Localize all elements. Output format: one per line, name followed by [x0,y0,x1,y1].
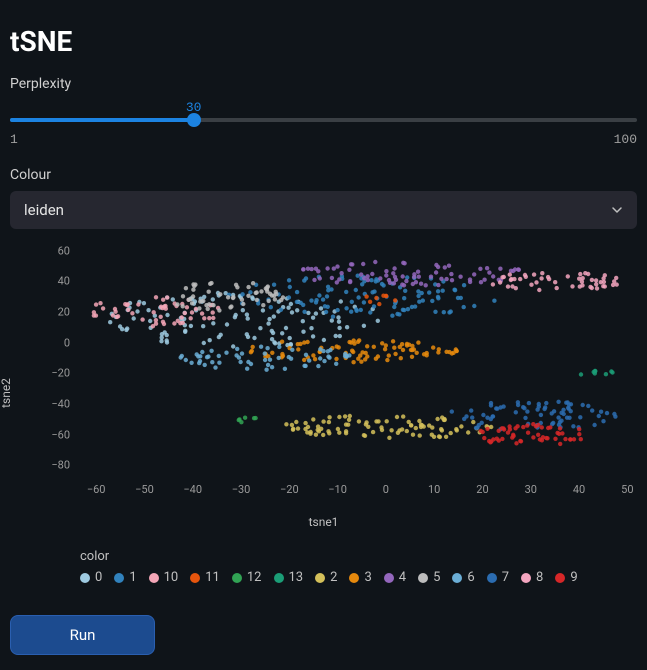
legend-swatch [487,573,497,583]
chevron-down-icon [611,204,623,216]
x-tick: −30 [232,483,251,496]
legend-label: 10 [164,570,179,585]
legend-item[interactable]: 1 [114,570,136,585]
legend-swatch [274,573,284,583]
x-tick: 20 [476,483,488,496]
legend-label: 1 [129,570,136,585]
x-tick: 40 [573,483,585,496]
slider-min: 1 [10,132,18,147]
y-axis-label: tsne2 [0,378,13,408]
legend-item[interactable]: 10 [149,570,179,585]
legend-label: 4 [399,570,406,585]
legend-label: 13 [289,570,304,585]
legend-title: color [80,549,637,564]
legend-swatch [114,573,124,583]
legend-item[interactable]: 8 [521,570,543,585]
legend-swatch [80,573,90,583]
legend-swatch [232,573,242,583]
legend-item[interactable]: 13 [274,570,304,585]
x-tick: −40 [183,483,202,496]
x-tick: 10 [428,483,440,496]
legend-item[interactable]: 7 [487,570,509,585]
legend-swatch [149,573,159,583]
legend-label: 3 [364,570,371,585]
legend-item[interactable]: 4 [384,570,406,585]
page-title: tSNE [10,25,637,58]
legend-label: 2 [330,570,337,585]
slider-track[interactable] [10,118,637,122]
legend-swatch [315,573,325,583]
legend-swatch [190,573,200,583]
legend-label: 9 [570,570,577,585]
x-tick: 30 [525,483,537,496]
legend-swatch [384,573,394,583]
colour-select[interactable]: leiden [10,191,637,229]
legend-item[interactable]: 9 [555,570,577,585]
x-tick: 50 [621,483,633,496]
legend-item[interactable]: 6 [452,570,474,585]
x-tick: −10 [328,483,347,496]
legend-label: 0 [95,570,102,585]
y-tick: 0 [64,336,70,349]
run-button[interactable]: Run [10,615,155,655]
tsne-scatter-chart: tsne2 6040200−20−40−60−80 −60−50−40−30−2… [10,243,637,543]
y-axis-ticks: 60 40 20 0 −20 −40 −60 −80 [32,243,70,473]
x-tick: −20 [280,483,299,496]
y-tick: −40 [51,398,70,411]
y-tick: −80 [51,459,70,472]
slider-max: 100 [614,132,637,147]
y-tick: −20 [51,367,70,380]
perplexity-slider[interactable]: 30 [10,100,637,122]
legend-swatch [521,573,531,583]
perplexity-label: Perplexity [10,76,637,92]
scatter-plot [72,243,637,473]
legend-label: 7 [502,570,509,585]
x-axis-label: tsne1 [309,515,339,543]
slider-fill [10,118,194,122]
legend-swatch [452,573,462,583]
legend-label: 5 [433,570,440,585]
colour-select-value: leiden [24,201,64,219]
legend-label: 11 [205,570,220,585]
legend-item[interactable]: 5 [418,570,440,585]
y-tick: 20 [58,306,70,319]
legend-item[interactable]: 0 [80,570,102,585]
x-tick: −50 [135,483,154,496]
legend-label: 12 [247,570,262,585]
legend-label: 8 [536,570,543,585]
slider-thumb[interactable] [187,113,201,127]
y-tick: 60 [58,244,70,257]
legend-swatch [349,573,359,583]
y-tick: 40 [58,275,70,288]
legend-swatch [555,573,565,583]
legend-item[interactable]: 2 [315,570,337,585]
legend-swatch [418,573,428,583]
legend-item[interactable]: 12 [232,570,262,585]
x-tick: 0 [383,483,389,496]
legend-item[interactable]: 3 [349,570,371,585]
y-tick: −60 [51,428,70,441]
legend: color 0 1 10 11 12 13 2 3 4 5 6 7 8 9 [80,549,637,585]
legend-item[interactable]: 11 [190,570,220,585]
legend-label: 6 [467,570,474,585]
colour-label: Colour [10,167,637,183]
x-tick: −60 [87,483,106,496]
